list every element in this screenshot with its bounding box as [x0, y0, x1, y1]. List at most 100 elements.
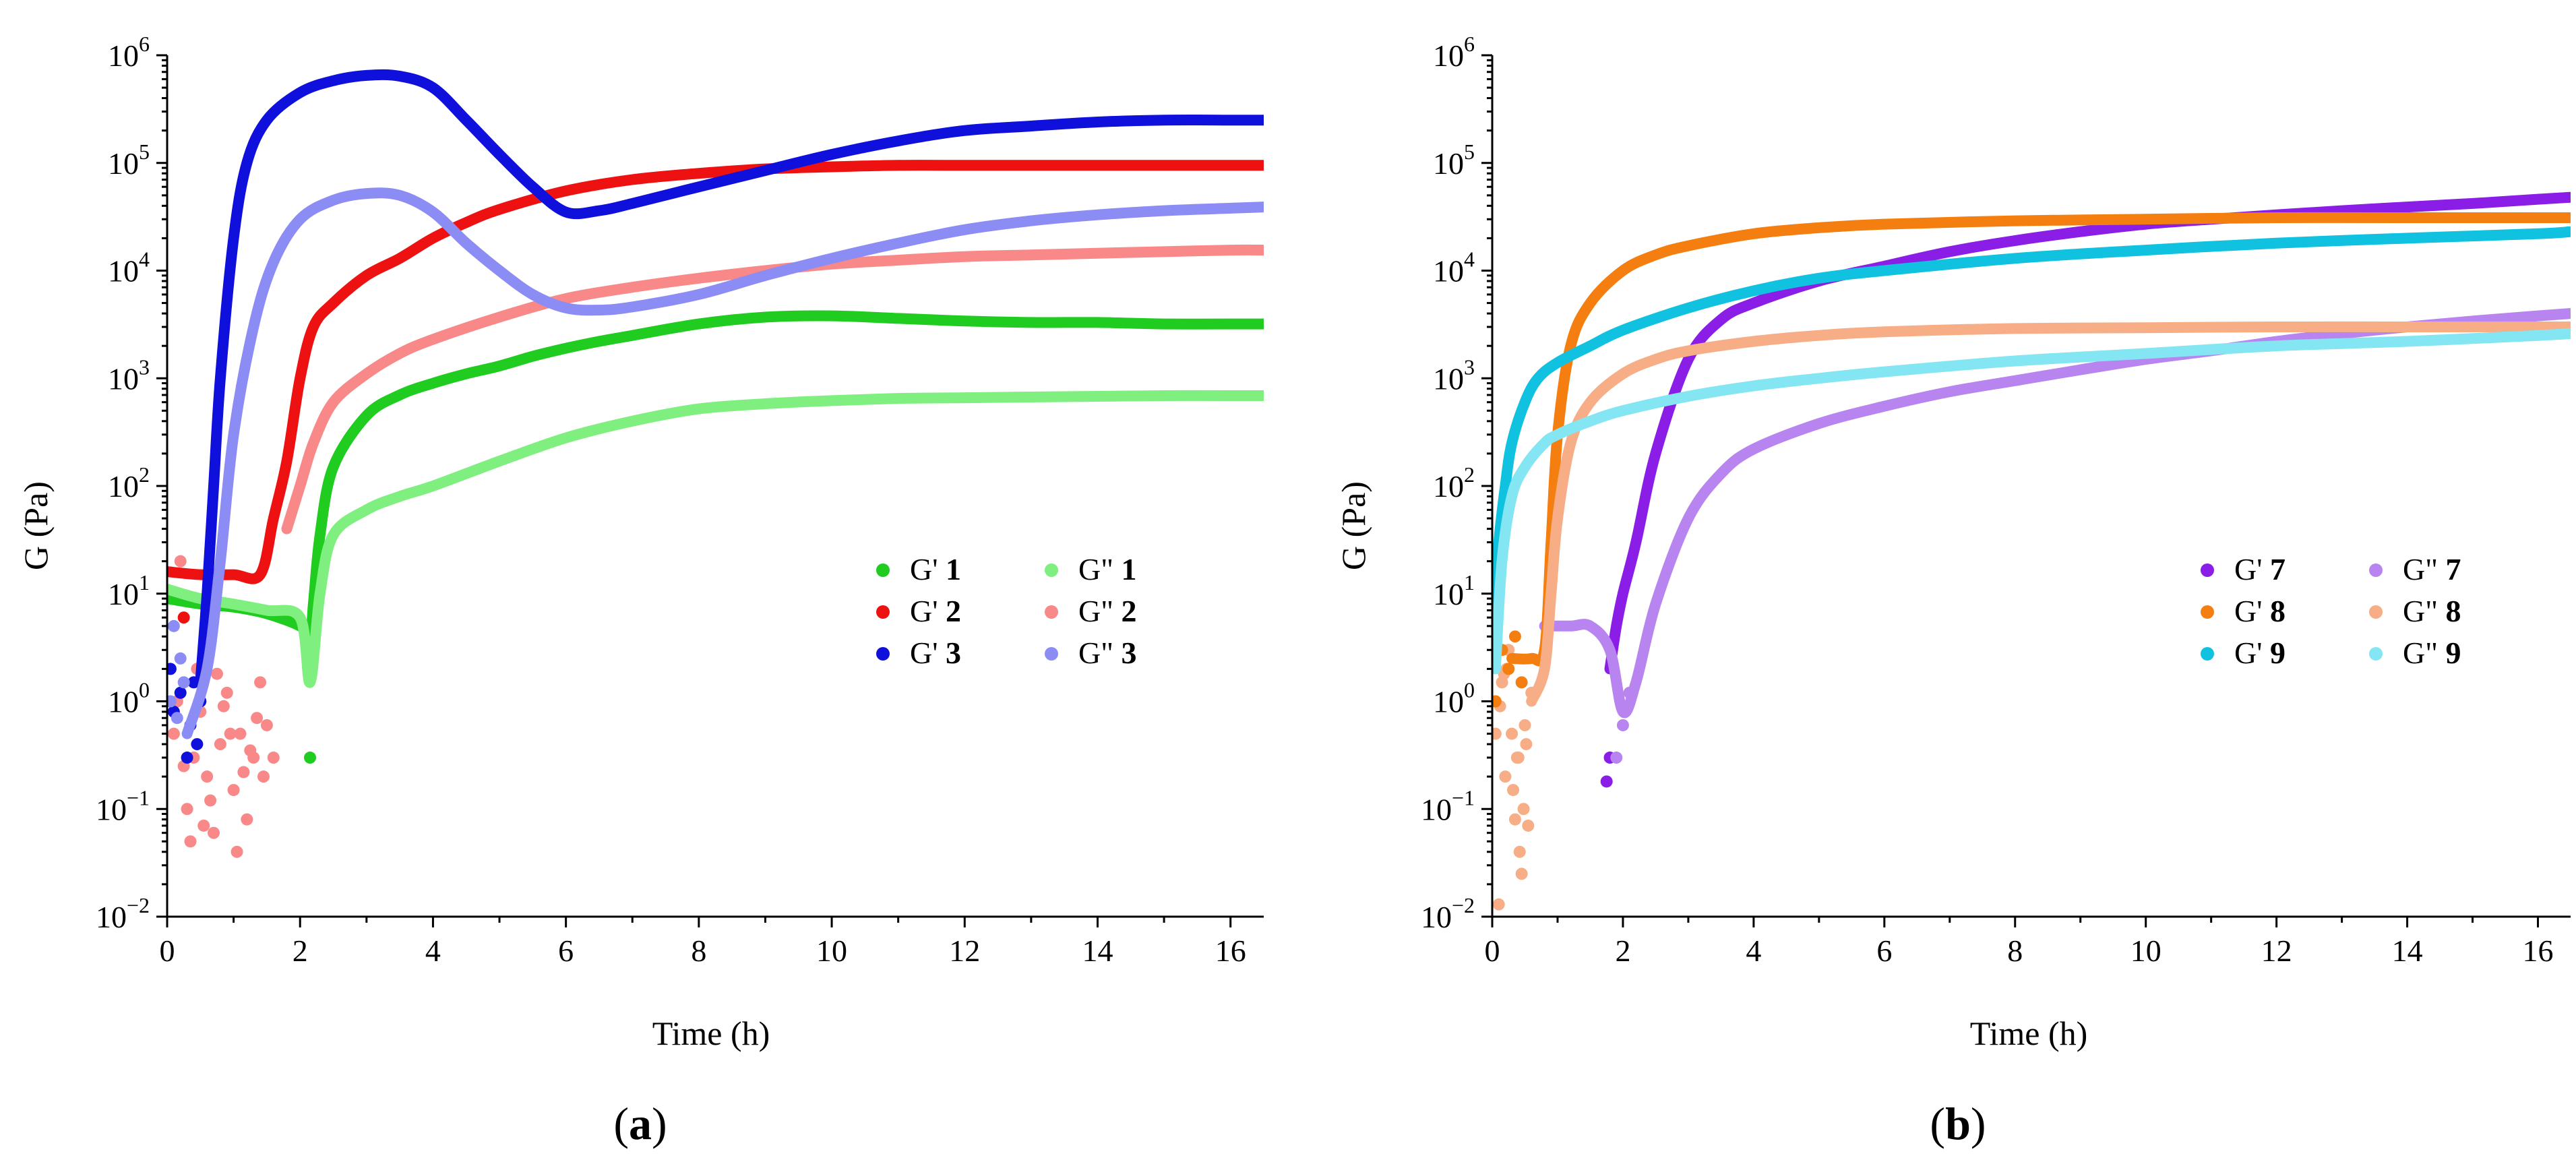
- scatter-point-b-2-1: [1616, 718, 1629, 731]
- legend-label-b-3: G" 8: [2403, 594, 2461, 628]
- scatter-point-a-2-4: [177, 676, 190, 689]
- scatter-point-a-0-26: [224, 727, 237, 740]
- axes-b: 0 2 4 6 8 10 12 14 16 10−2 10−1 100 101 102 103 104 105 1…: [1421, 32, 2571, 968]
- y-tick-label-b-8: 106: [1433, 32, 1475, 73]
- x-axis-label-b: Time (h): [1970, 1014, 2088, 1052]
- caption-b: (b): [1930, 1098, 1986, 1149]
- scatter-point-b-0-19: [1517, 803, 1530, 816]
- legend-label-a-5: G" 3: [1078, 636, 1137, 670]
- legend-marker-b-0: [2201, 563, 2214, 577]
- legend-marker-b-4: [2201, 647, 2214, 661]
- scatter-point-b-0-6: [1508, 813, 1521, 826]
- legend-label-a-4: G' 3: [910, 636, 961, 670]
- scatter-point-a-0-25: [210, 667, 223, 680]
- caption-a: (a): [613, 1098, 667, 1149]
- axes-a: 0 2 4 6 8 10 12 14 16 10−2 10−1 100 101 102 103 104 105 1…: [96, 32, 1264, 968]
- legend-item-b-0: G' 7: [2201, 552, 2286, 586]
- x-tick-label-a-5: 10: [816, 934, 847, 968]
- y-tick-label-b-5: 103: [1433, 355, 1475, 396]
- caption-b-letter: b: [1945, 1098, 1971, 1149]
- scatter-point-a-0-18: [204, 794, 217, 807]
- legend-item-b-1: G" 7: [2369, 552, 2461, 586]
- legend-marker-a-0: [876, 563, 890, 577]
- scatter-point-b-0-9: [1519, 718, 1531, 731]
- series-line-b-g-9: [1492, 226, 2571, 632]
- scatter-point-a-3-0: [304, 752, 317, 764]
- legend-marker-b-1: [2369, 563, 2383, 577]
- scatter-point-a-0-29: [267, 752, 280, 764]
- x-tick-label-a-0: 0: [160, 934, 175, 968]
- series-line-b-g-8: [1526, 321, 2571, 707]
- caption-a-letter: a: [629, 1098, 652, 1149]
- scatter-point-b-0-14: [1507, 784, 1520, 797]
- legend-marker-a-1: [1045, 563, 1058, 577]
- caption-a-open: (: [613, 1098, 629, 1149]
- series-line-a-g-2: [281, 244, 1264, 534]
- series-line-a-g-3: [181, 187, 1264, 739]
- scatter-point-a-0-24: [197, 819, 210, 832]
- legend-marker-b-5: [2369, 647, 2383, 661]
- scatter-point-a-0-10: [227, 784, 240, 797]
- y-tick-label-a-0: 10−2: [96, 893, 150, 934]
- legend-item-a-5: G" 3: [1045, 636, 1137, 670]
- y-tick-label-b-0: 10−2: [1421, 893, 1475, 934]
- scatter-point-a-0-9: [220, 686, 233, 699]
- plot-layer-b: [1492, 191, 2571, 911]
- scatter-point-a-0-2: [181, 803, 193, 816]
- scatter-point-a-1-6: [191, 738, 204, 751]
- scatter-point-a-2-3: [174, 652, 187, 665]
- legend-marker-a-3: [1045, 605, 1058, 619]
- scatter-point-a-0-11: [234, 727, 247, 740]
- series-line-a-g-2: [167, 160, 1264, 584]
- chart-panel-a: 0 2 4 6 8 10 12 14 16 10−2 10−1 100 101 102 103 104 105 1…: [17, 32, 1264, 1149]
- scatter-point-b-3-0: [1492, 695, 1502, 708]
- y-tick-label-a-1: 10−1: [96, 785, 150, 826]
- legend-item-b-2: G' 8: [2201, 594, 2286, 628]
- scatter-point-b-0-16: [1520, 738, 1533, 751]
- x-tick-label-a-3: 6: [558, 934, 574, 968]
- legend-b: G' 7 G" 7 G' 8 G" 8 G' 9 G" 9: [2201, 552, 2461, 670]
- scatter-point-b-0-1: [1492, 898, 1505, 911]
- x-tick-label-a-7: 14: [1082, 934, 1113, 968]
- scatter-point-a-1-3: [181, 752, 193, 764]
- x-tick-label-a-2: 4: [425, 934, 441, 968]
- scatter-point-b-0-10: [1522, 819, 1535, 832]
- scatter-point-a-0-0: [167, 727, 180, 740]
- scatter-point-a-0-15: [260, 718, 273, 731]
- legend-item-a-3: G" 2: [1045, 594, 1137, 628]
- legend-label-b-1: G" 7: [2403, 552, 2461, 586]
- legend-item-b-4: G' 9: [2201, 636, 2286, 670]
- x-tick-label-b-5: 10: [2130, 934, 2161, 968]
- scatter-point-b-0-3: [1499, 770, 1512, 783]
- legend-marker-a-4: [876, 647, 890, 661]
- scatter-point-a-2-0: [167, 695, 177, 708]
- x-tick-label-b-0: 0: [1485, 934, 1500, 968]
- y-tick-label-a-8: 106: [108, 32, 150, 73]
- scatter-point-a-0-8: [214, 738, 226, 751]
- series-line-a-g-1: [167, 390, 1264, 688]
- scatter-point-a-0-12: [241, 813, 253, 826]
- series-line-a-g-3: [195, 69, 1264, 688]
- y-tick-label-a-7: 105: [108, 140, 150, 181]
- y-tick-label-b-1: 10−1: [1421, 785, 1475, 826]
- y-tick-label-a-2: 100: [108, 678, 150, 719]
- scatter-point-a-1-0: [167, 663, 177, 675]
- x-tick-label-b-7: 14: [2392, 934, 2423, 968]
- x-axis-label-a: Time (h): [652, 1014, 770, 1052]
- legend-label-b-4: G' 9: [2234, 636, 2286, 670]
- scatter-point-b-2-0: [1610, 752, 1623, 764]
- legend-item-a-0: G' 1: [876, 552, 961, 586]
- y-axis-label-b: G (Pa): [1335, 481, 1372, 570]
- legend-label-b-5: G" 9: [2403, 636, 2461, 670]
- scatter-point-a-2-2: [171, 712, 183, 725]
- legend-item-a-1: G" 1: [1045, 552, 1137, 586]
- scatter-point-b-0-8: [1515, 867, 1528, 880]
- legend-item-b-5: G" 9: [2369, 636, 2461, 670]
- scatter-point-b-0-5: [1506, 727, 1519, 740]
- caption-b-open: (: [1930, 1098, 1945, 1149]
- scatter-point-b-0-15: [1513, 845, 1526, 858]
- scatter-point-a-4-0: [177, 611, 190, 624]
- x-tick-label-b-8: 16: [2523, 934, 2554, 968]
- scatter-point-b-3-2: [1502, 663, 1515, 675]
